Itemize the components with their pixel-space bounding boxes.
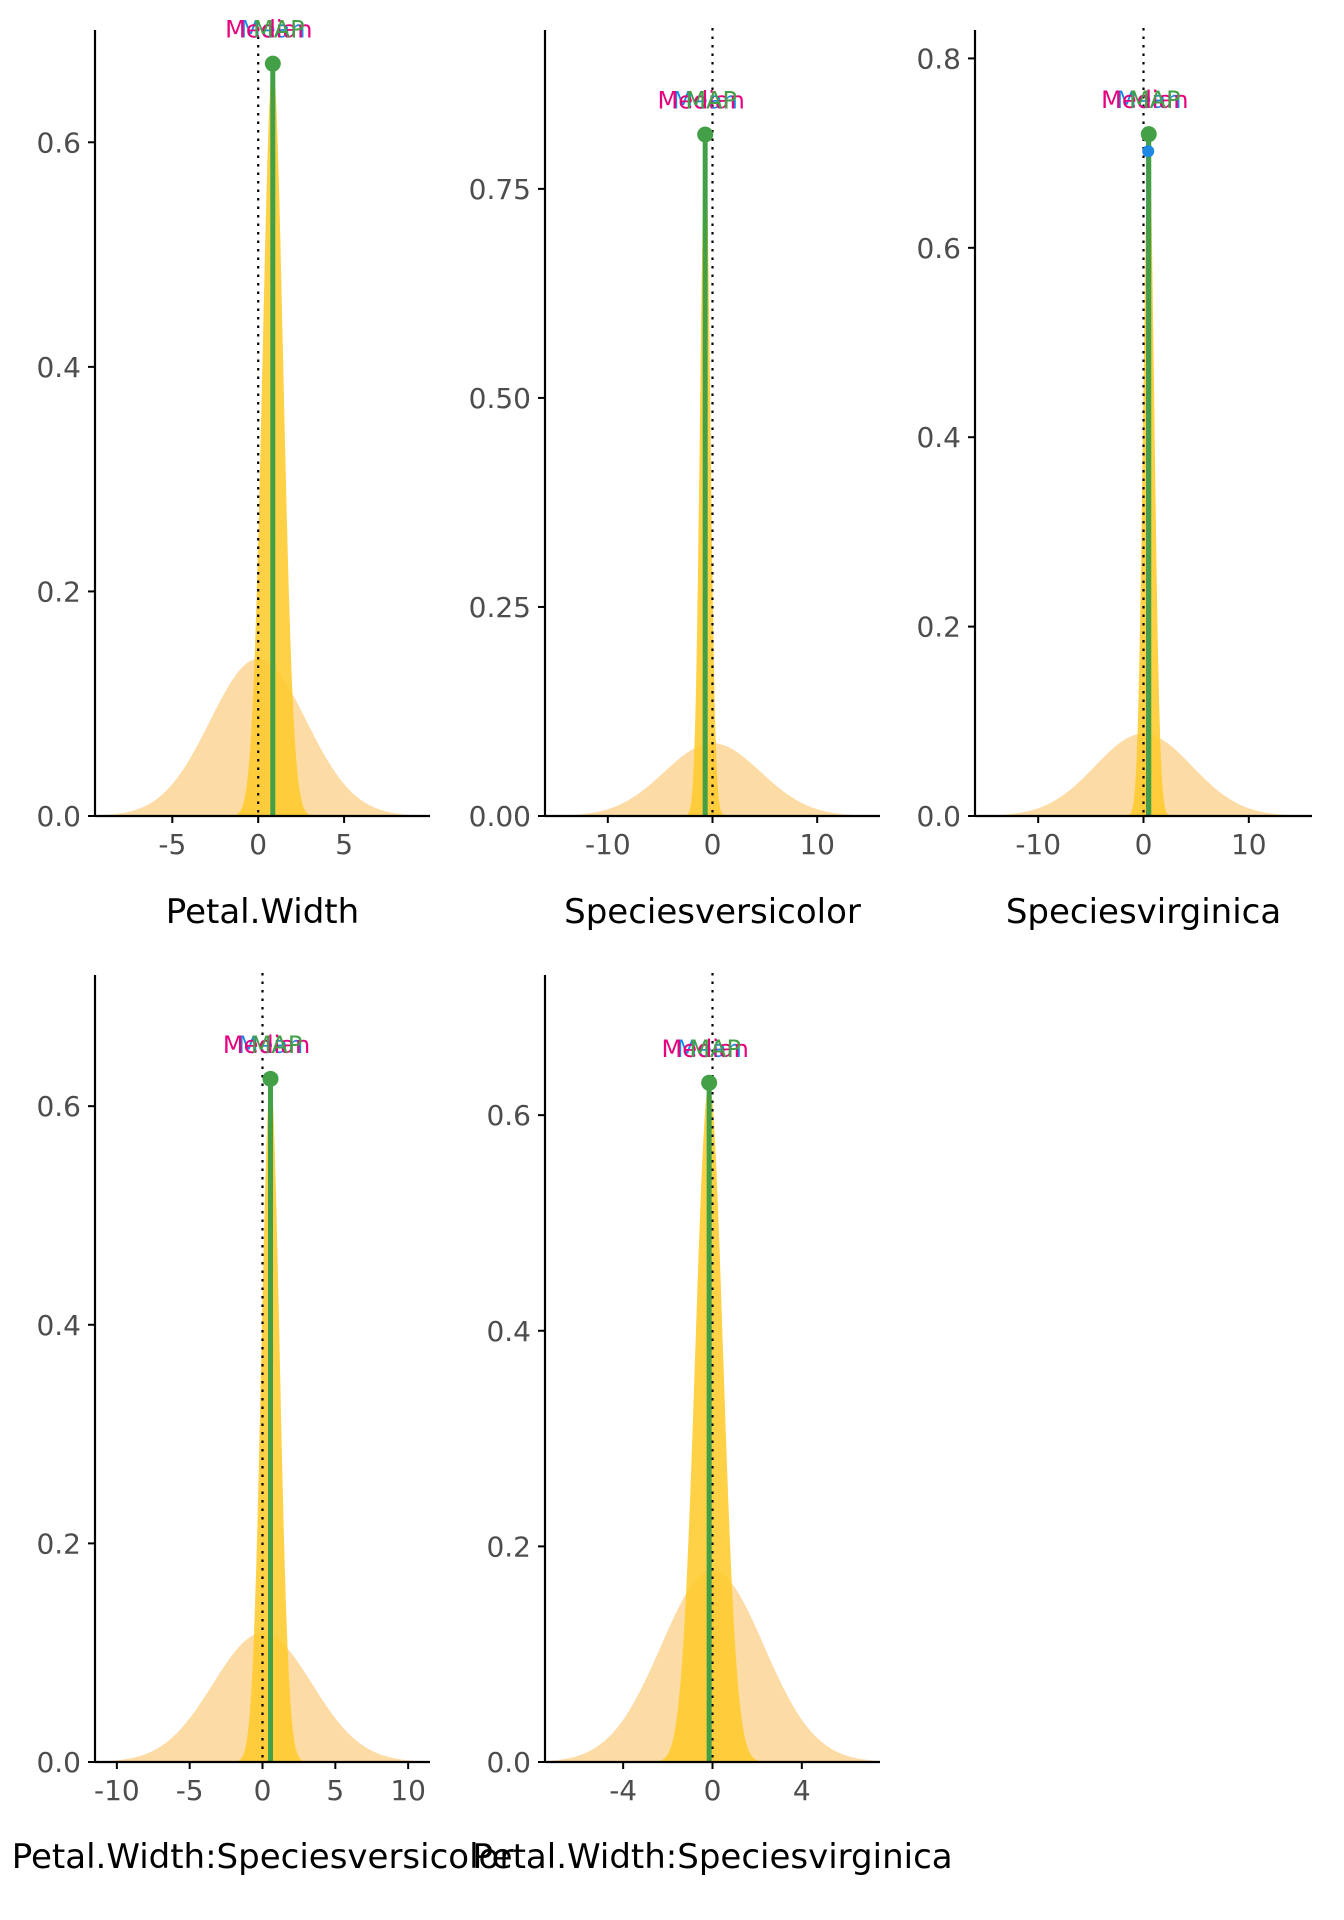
x-tick-label: 0 bbox=[249, 828, 267, 861]
y-tick-label: 0.6 bbox=[916, 232, 961, 265]
y-tick-label: 0.4 bbox=[916, 421, 961, 454]
indicator-label-mean: Mean bbox=[672, 87, 737, 115]
y-tick-label: 0.50 bbox=[469, 382, 531, 415]
x-tick-label: 10 bbox=[1231, 828, 1267, 861]
indicator-label-map: MAP bbox=[253, 16, 305, 44]
x-tick-label: 0 bbox=[254, 1774, 272, 1807]
map-point bbox=[701, 1074, 718, 1091]
map-point bbox=[262, 1070, 279, 1087]
x-tick-label: -5 bbox=[176, 1774, 204, 1807]
indicator-label-median: Median bbox=[1101, 86, 1188, 114]
y-tick-label: 0.6 bbox=[36, 126, 81, 159]
indicator-label-median: Median bbox=[662, 1035, 749, 1063]
parameter-label: Petal.Width:Speciesvirginica bbox=[472, 1837, 952, 1877]
indicator-label-mean: Mean bbox=[238, 1031, 303, 1059]
x-tick-label: 0 bbox=[704, 1774, 722, 1807]
x-tick-label: 4 bbox=[793, 1774, 811, 1807]
indicator-label-mean: Mean bbox=[240, 16, 305, 44]
indicator-label-median: Median bbox=[225, 16, 312, 44]
y-tick-label: 0.0 bbox=[486, 1746, 531, 1779]
indicator-label-map: MAP bbox=[685, 87, 737, 115]
density-layer bbox=[95, 1079, 430, 1762]
indicator-label-map: MAP bbox=[251, 1031, 303, 1059]
x-tick-label: 5 bbox=[335, 828, 353, 861]
x-tick-label: -10 bbox=[1015, 828, 1061, 861]
parameter-label: Speciesvirginica bbox=[1006, 892, 1281, 932]
y-tick-label: 0.75 bbox=[469, 173, 531, 206]
x-tick-label: -5 bbox=[158, 828, 186, 861]
y-tick-label: 0.4 bbox=[36, 1309, 81, 1342]
indicator-label-median: Median bbox=[223, 1031, 310, 1059]
density-layer bbox=[975, 134, 1312, 816]
indicator-label-mean: Mean bbox=[676, 1035, 741, 1063]
map-point bbox=[264, 55, 281, 72]
parameter-label: Speciesversicolor bbox=[564, 892, 861, 932]
x-tick-label: 10 bbox=[390, 1774, 426, 1807]
x-tick-label: 0 bbox=[1135, 828, 1153, 861]
indicator-label-map: MAP bbox=[689, 1035, 741, 1063]
parameter-label: Petal.Width:Speciesversicolor bbox=[12, 1837, 514, 1877]
y-tick-label: 0.4 bbox=[36, 351, 81, 384]
x-tick-label: -10 bbox=[94, 1774, 140, 1807]
x-tick-label: -10 bbox=[585, 828, 631, 861]
posterior-density bbox=[975, 134, 1312, 816]
parameter-label: Petal.Width bbox=[166, 892, 359, 932]
map-point bbox=[1140, 126, 1157, 143]
indicator-label-map: MAP bbox=[1129, 86, 1181, 114]
posterior-density bbox=[545, 1082, 880, 1762]
y-tick-label: 0.0 bbox=[36, 800, 81, 833]
x-tick-label: 5 bbox=[326, 1774, 344, 1807]
y-tick-label: 0.6 bbox=[36, 1090, 81, 1123]
density-layer bbox=[545, 1082, 880, 1762]
y-tick-label: 0.2 bbox=[916, 611, 961, 644]
posterior-density bbox=[95, 63, 430, 816]
indicator-label-mean: Mean bbox=[1116, 86, 1181, 114]
x-tick-label: 10 bbox=[799, 828, 835, 861]
y-tick-label: 0.0 bbox=[916, 800, 961, 833]
y-tick-label: 0.2 bbox=[36, 575, 81, 608]
median-point bbox=[1142, 145, 1155, 158]
y-tick-label: 0.2 bbox=[486, 1530, 531, 1563]
y-tick-label: 0.00 bbox=[469, 800, 531, 833]
y-tick-label: 0.2 bbox=[36, 1527, 81, 1560]
indicator-label-median: Median bbox=[658, 87, 745, 115]
y-tick-label: 0.0 bbox=[36, 1746, 81, 1779]
x-tick-label: -4 bbox=[609, 1774, 637, 1807]
y-tick-label: 0.25 bbox=[469, 591, 531, 624]
density-layer bbox=[95, 63, 430, 816]
map-point bbox=[697, 126, 714, 143]
y-tick-label: 0.6 bbox=[486, 1099, 531, 1132]
y-tick-label: 0.4 bbox=[486, 1315, 531, 1348]
x-tick-label: 0 bbox=[704, 828, 722, 861]
posterior-density bbox=[95, 1079, 430, 1762]
y-tick-label: 0.8 bbox=[916, 42, 961, 75]
density-layer bbox=[545, 134, 880, 816]
posterior-density bbox=[545, 134, 880, 816]
